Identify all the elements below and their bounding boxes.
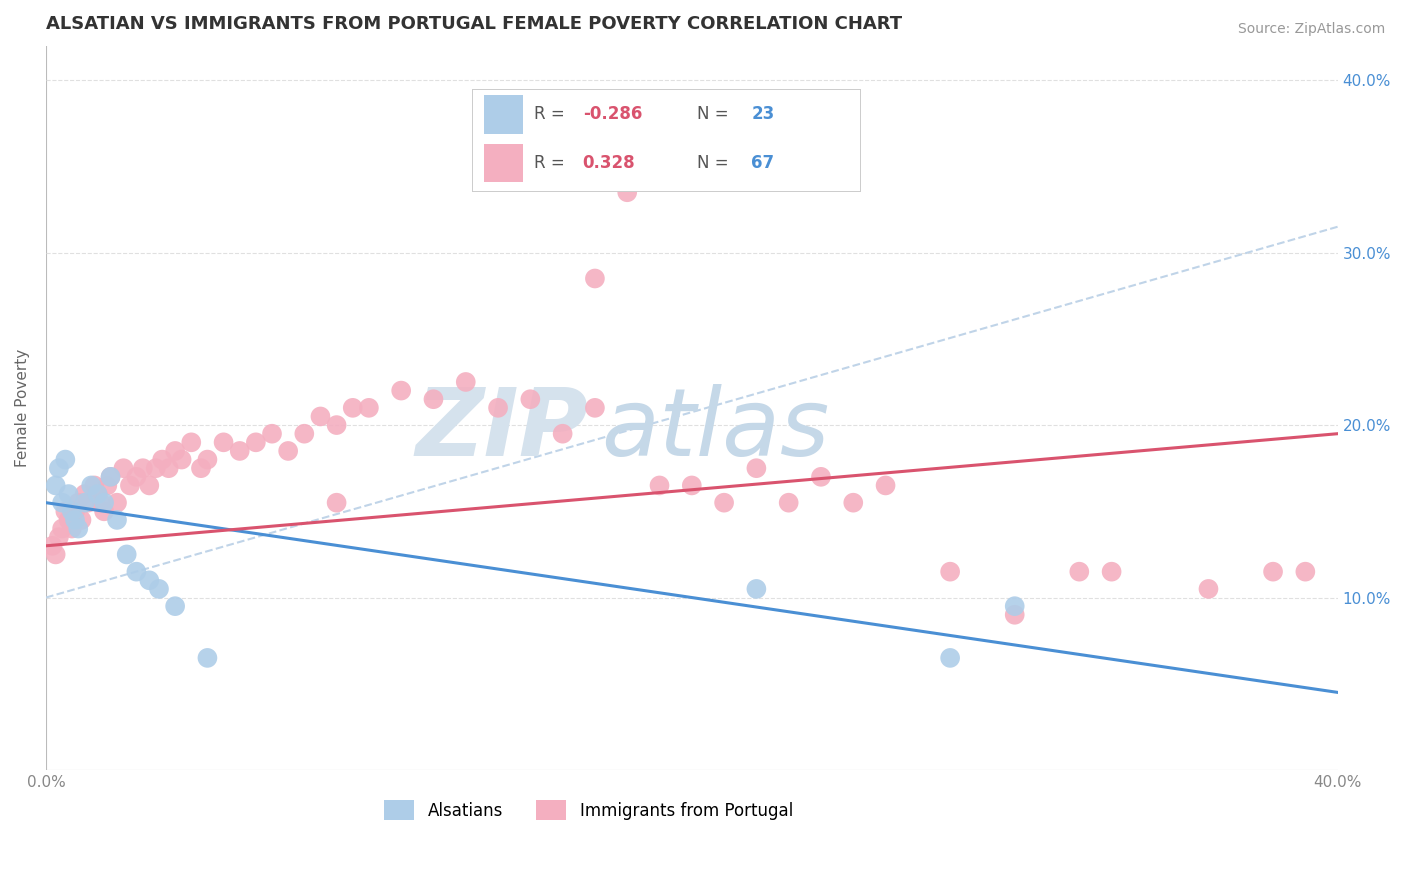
Point <box>93 504 115 518</box>
Point <box>53 452 76 467</box>
Text: Source: ZipAtlas.com: Source: ZipAtlas.com <box>1237 22 1385 37</box>
Point <box>1198 582 1220 596</box>
Point <box>53 504 76 518</box>
Point <box>245 435 267 450</box>
Point <box>63 513 86 527</box>
Point <box>939 565 962 579</box>
Point <box>90 496 112 510</box>
Point <box>115 548 138 562</box>
Point <box>309 409 332 424</box>
Point <box>422 392 444 407</box>
Point <box>260 426 283 441</box>
Point <box>842 496 865 510</box>
Point <box>86 487 108 501</box>
Point <box>125 470 148 484</box>
Point <box>96 478 118 492</box>
Point <box>190 461 212 475</box>
Point <box>180 435 202 450</box>
Point <box>77 496 100 510</box>
Point <box>648 478 671 492</box>
Point <box>83 478 105 492</box>
Point <box>228 444 250 458</box>
Point <box>157 461 180 475</box>
Point <box>118 478 141 492</box>
Point <box>745 582 768 596</box>
Point <box>45 548 67 562</box>
Point <box>112 461 135 475</box>
Point <box>165 599 187 614</box>
Point <box>138 478 160 492</box>
Point <box>86 487 108 501</box>
Point <box>551 426 574 441</box>
Text: ZIP: ZIP <box>416 384 589 475</box>
Point <box>875 478 897 492</box>
Point <box>292 426 315 441</box>
Point <box>58 487 80 501</box>
Point <box>616 186 638 200</box>
Point <box>810 470 832 484</box>
Point <box>939 651 962 665</box>
Point <box>80 478 103 492</box>
Point <box>125 565 148 579</box>
Point <box>45 478 67 492</box>
Point <box>454 375 477 389</box>
Point <box>745 461 768 475</box>
Point <box>486 401 509 415</box>
Point <box>73 487 96 501</box>
Point <box>583 271 606 285</box>
Point <box>713 496 735 510</box>
Point <box>197 452 219 467</box>
Point <box>778 496 800 510</box>
Point <box>105 513 128 527</box>
Point <box>70 513 93 527</box>
Point <box>325 418 347 433</box>
Point <box>277 444 299 458</box>
Point <box>1261 565 1284 579</box>
Point <box>51 496 73 510</box>
Point <box>105 496 128 510</box>
Point <box>583 401 606 415</box>
Point <box>48 461 70 475</box>
Point <box>1004 607 1026 622</box>
Point <box>63 504 86 518</box>
Point <box>100 470 122 484</box>
Point <box>48 530 70 544</box>
Point <box>73 496 96 510</box>
Point <box>145 461 167 475</box>
Point <box>1004 599 1026 614</box>
Point <box>132 461 155 475</box>
Point <box>325 496 347 510</box>
Text: atlas: atlas <box>602 384 830 475</box>
Point <box>60 522 83 536</box>
Point <box>148 582 170 596</box>
Point <box>138 574 160 588</box>
Point <box>93 496 115 510</box>
Point <box>100 470 122 484</box>
Point <box>67 522 90 536</box>
Point <box>1294 565 1316 579</box>
Point <box>212 435 235 450</box>
Text: ALSATIAN VS IMMIGRANTS FROM PORTUGAL FEMALE POVERTY CORRELATION CHART: ALSATIAN VS IMMIGRANTS FROM PORTUGAL FEM… <box>46 15 903 33</box>
Point <box>51 522 73 536</box>
Point <box>197 651 219 665</box>
Point <box>67 496 90 510</box>
Point <box>1101 565 1123 579</box>
Point <box>389 384 412 398</box>
Point <box>150 452 173 467</box>
Point <box>60 504 83 518</box>
Point <box>357 401 380 415</box>
Point <box>170 452 193 467</box>
Point <box>58 513 80 527</box>
Point <box>342 401 364 415</box>
Point <box>681 478 703 492</box>
Point <box>165 444 187 458</box>
Y-axis label: Female Poverty: Female Poverty <box>15 349 30 467</box>
Legend: Alsatians, Immigrants from Portugal: Alsatians, Immigrants from Portugal <box>377 793 800 827</box>
Point <box>519 392 541 407</box>
Point <box>41 539 63 553</box>
Point <box>1069 565 1091 579</box>
